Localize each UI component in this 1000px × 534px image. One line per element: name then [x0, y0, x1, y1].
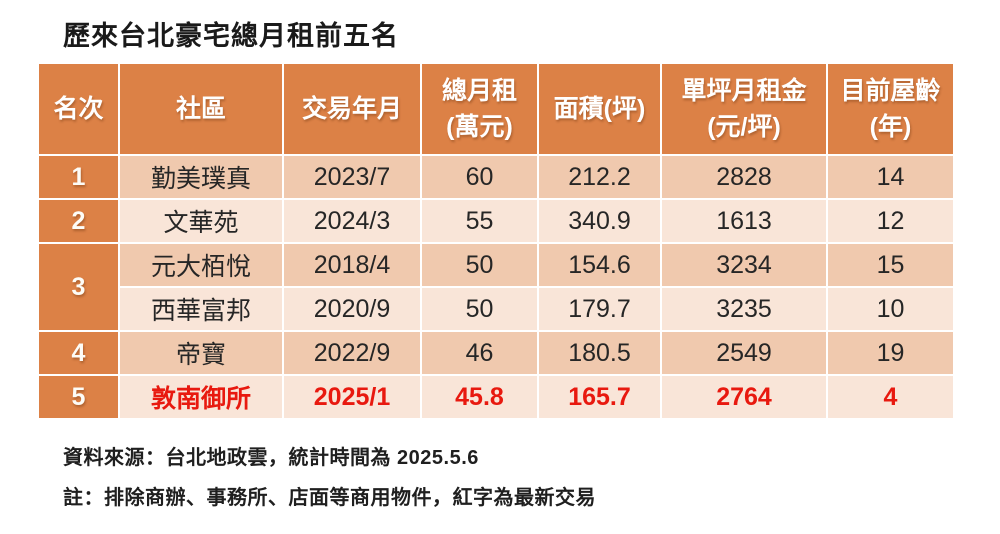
cell-rent-per-ping: 2764 [660, 374, 828, 420]
cell-age: 4 [826, 374, 955, 420]
column-header-rank: 名次 [37, 62, 120, 156]
cell-age: 15 [826, 242, 955, 288]
cell-deal-date: 2023/7 [282, 154, 422, 200]
cell-total-rent: 50 [420, 242, 539, 288]
column-header-total-rent: 總月租 (萬元) [420, 62, 539, 156]
cell-deal-date: 2020/9 [282, 286, 422, 332]
cell-total-rent: 55 [420, 198, 539, 244]
cell-area: 179.7 [537, 286, 662, 332]
column-header-rent-per-ping: 單坪月租金 (元/坪) [660, 62, 828, 156]
table-row: 西華富邦 2020/9 50 179.7 3235 10 [38, 286, 955, 332]
cell-area: 165.7 [537, 374, 662, 420]
cell-rent-per-ping: 3234 [660, 242, 828, 288]
cell-community: 帝寶 [118, 330, 284, 376]
cell-total-rent: 60 [420, 154, 539, 200]
cell-total-rent: 45.8 [420, 374, 539, 420]
table-row: 5 敦南御所 2025/1 45.8 165.7 2764 4 [37, 374, 955, 420]
cell-age: 10 [826, 286, 955, 332]
cell-rent-per-ping: 1613 [660, 198, 828, 244]
column-header-age: 目前屋齡 (年) [826, 62, 955, 156]
cell-rent-per-ping: 2549 [660, 330, 828, 376]
cell-area: 180.5 [537, 330, 662, 376]
rank-cell: 2 [37, 198, 120, 244]
table-row: 4 帝寶 2022/9 46 180.5 2549 19 [37, 330, 955, 376]
data-source-note: 資料來源：台北地政雲，統計時間為 2025.5.6 [63, 447, 479, 469]
cell-community: 勤美璞真 [118, 154, 284, 200]
cell-community: 元大栢悅 [118, 242, 284, 288]
header-row: 名次 社區 交易年月 總月租 (萬元) 面積(坪) 單坪月租金 (元/坪) 目前屋齡 (年) [37, 62, 955, 156]
cell-area: 154.6 [537, 242, 662, 288]
cell-age: 12 [826, 198, 955, 244]
cell-age: 14 [826, 154, 955, 200]
rank-cell: 5 [37, 374, 120, 420]
rank-cell: 1 [37, 154, 120, 200]
cell-deal-date: 2018/4 [282, 242, 422, 288]
page-title: 歷來台北豪宅總月租前五名 [63, 21, 399, 51]
column-header-deal-date: 交易年月 [282, 62, 422, 156]
cell-total-rent: 50 [420, 286, 539, 332]
cell-age: 19 [826, 330, 955, 376]
cell-community: 文華苑 [118, 198, 284, 244]
cell-community: 西華富邦 [118, 286, 284, 332]
cell-community: 敦南御所 [118, 374, 284, 420]
cell-total-rent: 46 [420, 330, 539, 376]
cell-area: 340.9 [537, 198, 662, 244]
exclusion-note: 註：排除商辦、事務所、店面等商用物件，紅字為最新交易 [63, 487, 596, 509]
table-row: 2 文華苑 2024/3 55 340.9 1613 12 [37, 198, 955, 244]
cell-rent-per-ping: 3235 [660, 286, 828, 332]
column-header-area: 面積(坪) [537, 62, 662, 156]
table-row: 1 勤美璞真 2023/7 60 212.2 2828 14 [37, 154, 955, 200]
column-header-community: 社區 [118, 62, 284, 156]
rank-cell: 4 [37, 330, 120, 376]
table-header: 名次 社區 交易年月 總月租 (萬元) 面積(坪) 單坪月租金 (元/坪) 目前屋齡 (年) [37, 62, 955, 156]
rank-cell: 3 [37, 242, 120, 332]
cell-deal-date: 2024/3 [282, 198, 422, 244]
cell-deal-date: 2022/9 [282, 330, 422, 376]
cell-deal-date: 2025/1 [282, 374, 422, 420]
cell-rent-per-ping: 2828 [660, 154, 828, 200]
table-body: 1 勤美璞真 2023/7 60 212.2 2828 14 2 文華苑 2024/3 55 340.… [37, 154, 955, 420]
cell-area: 212.2 [537, 154, 662, 200]
table-row: 3 元大栢悅 2018/4 50 154.6 3234 15 [37, 242, 955, 332]
